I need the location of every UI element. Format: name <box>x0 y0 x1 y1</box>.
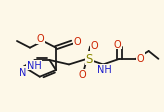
Text: O: O <box>114 39 122 49</box>
Text: O: O <box>137 53 144 63</box>
Text: O: O <box>73 37 81 47</box>
Text: N: N <box>19 67 26 77</box>
Text: S: S <box>86 52 93 65</box>
Text: O: O <box>90 41 98 51</box>
Text: O: O <box>37 34 44 44</box>
Text: NH: NH <box>27 60 41 70</box>
Text: O: O <box>78 70 86 80</box>
Text: NH: NH <box>97 65 111 75</box>
